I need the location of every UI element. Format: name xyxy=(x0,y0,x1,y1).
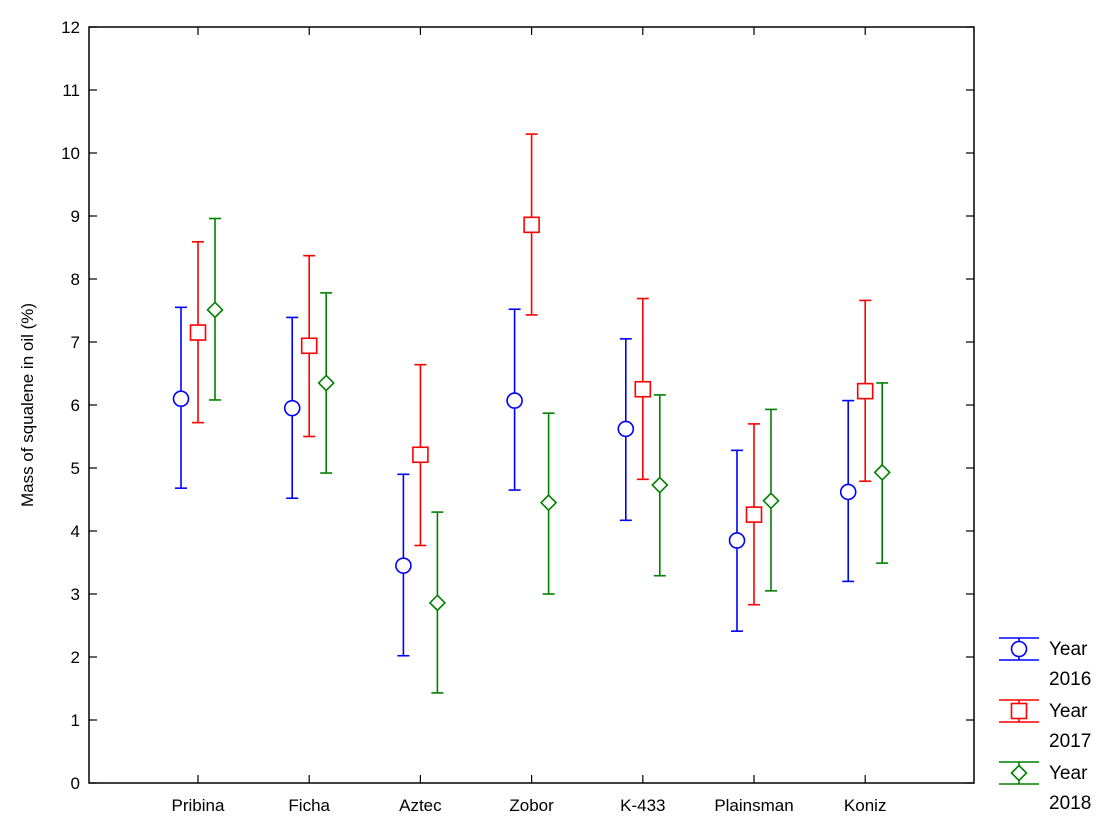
legend-label-line1: Year xyxy=(1049,701,1088,722)
legend-label-line2: 2018 xyxy=(1049,793,1091,814)
series-square xyxy=(189,133,874,606)
x-tick-label: Aztec xyxy=(399,796,442,815)
y-tick-label: 9 xyxy=(71,207,80,226)
legend-marker xyxy=(1010,702,1028,720)
data-point xyxy=(745,506,763,523)
y-axis-label: Mass of squalene in oil (%) xyxy=(18,303,37,507)
legend-label-line1: Year xyxy=(1049,763,1088,784)
y-tick-label: 10 xyxy=(61,144,80,163)
data-point xyxy=(428,594,447,612)
y-tick-label: 3 xyxy=(71,585,80,604)
data-point xyxy=(728,532,746,549)
data-point xyxy=(617,420,635,438)
data-point xyxy=(300,337,318,355)
legend-label-line2: 2016 xyxy=(1049,669,1091,690)
y-tick-label: 8 xyxy=(71,270,80,289)
y-tick-label: 1 xyxy=(71,711,80,730)
y-tick-label: 7 xyxy=(71,333,80,352)
data-point xyxy=(283,399,301,417)
legend-marker xyxy=(1010,640,1028,658)
legend: Year 2016 Year 2017 Year 2018 xyxy=(999,637,1091,814)
series-diamond xyxy=(206,217,891,694)
legend-item: Year 2018 xyxy=(999,761,1091,814)
y-tick-label: 2 xyxy=(71,648,80,667)
y-tick-label: 5 xyxy=(71,459,80,478)
y-tick-label: 0 xyxy=(71,774,80,793)
legend-label-line1: Year xyxy=(1049,639,1088,660)
data-point xyxy=(873,463,891,482)
data-point xyxy=(412,446,429,464)
data-point xyxy=(206,301,224,319)
x-tick-label: Zobor xyxy=(509,796,554,815)
data-point xyxy=(651,476,669,494)
data-point xyxy=(395,557,412,574)
data-point xyxy=(189,324,207,341)
data-point xyxy=(634,380,652,398)
series-circle xyxy=(172,306,857,657)
legend-item: Year 2017 xyxy=(999,699,1091,752)
series-layer xyxy=(172,133,891,694)
legend-label-line2: 2017 xyxy=(1049,731,1091,752)
y-tick-label: 12 xyxy=(61,18,80,37)
data-point xyxy=(506,392,523,409)
data-point xyxy=(172,390,190,408)
data-point xyxy=(523,216,540,234)
data-point xyxy=(762,492,780,510)
x-axis-tick-labels: Pribina Ficha Aztec Zobor K-433 Plainsman Koni… xyxy=(172,27,887,815)
y-tick-label: 11 xyxy=(62,81,80,100)
data-point xyxy=(317,374,335,392)
data-point xyxy=(839,483,857,501)
legend-item: Year 2016 xyxy=(999,637,1091,690)
y-tick-label: 4 xyxy=(71,522,80,541)
x-tick-label: Ficha xyxy=(288,796,330,815)
x-tick-label: Pribina xyxy=(172,796,225,815)
y-tick-label: 6 xyxy=(71,396,80,415)
x-tick-label: K-433 xyxy=(620,796,665,815)
data-point xyxy=(856,382,874,400)
x-tick-label: Koniz xyxy=(844,796,887,815)
x-tick-label: Plainsman xyxy=(714,796,793,815)
data-point xyxy=(539,494,558,512)
legend-marker xyxy=(1010,764,1028,782)
